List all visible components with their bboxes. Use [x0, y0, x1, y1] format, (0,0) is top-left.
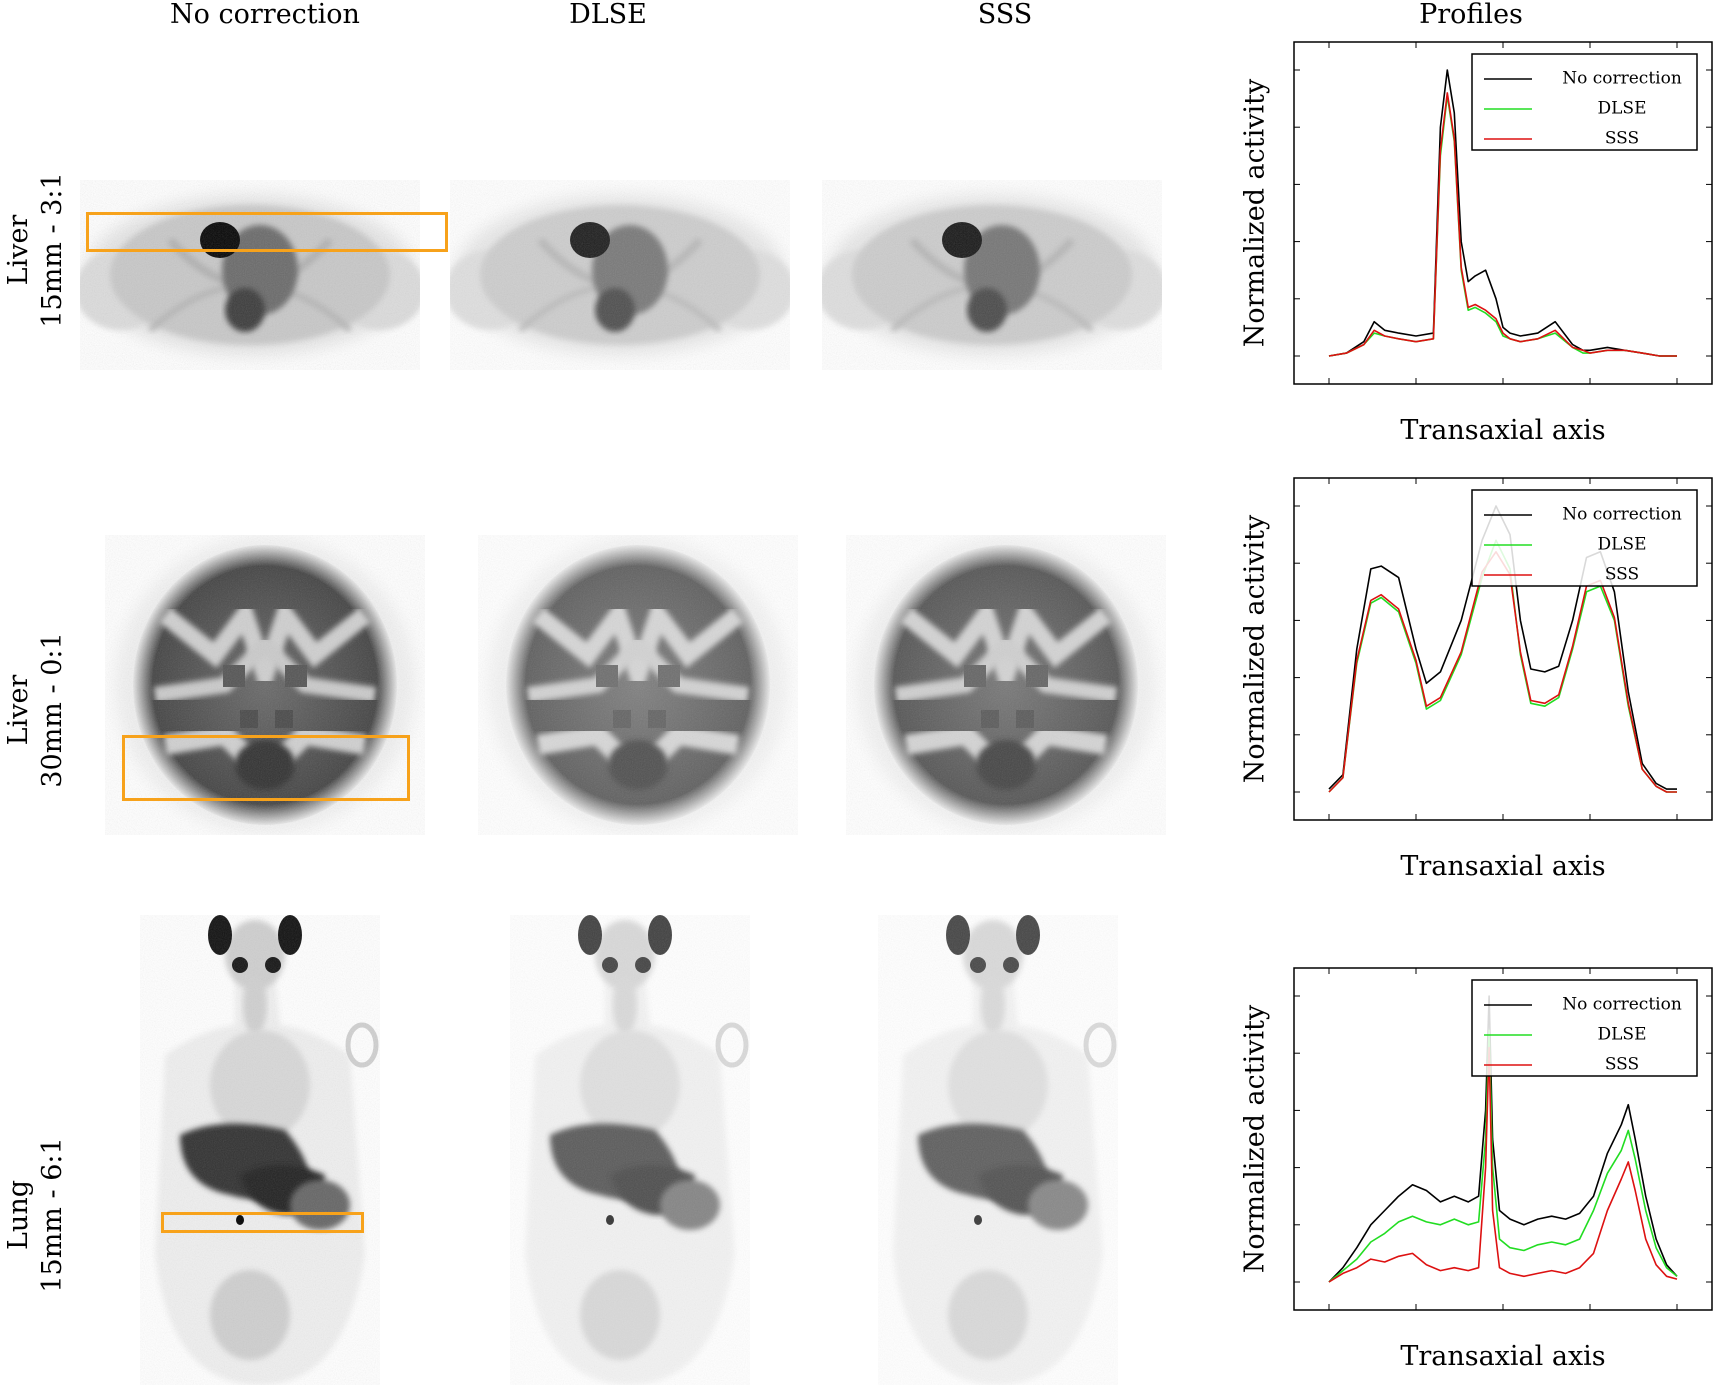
x-axis-label: Transaxial axis — [1400, 1341, 1605, 1372]
row-label-1: Liver 15mm - 3:1 — [2, 100, 82, 400]
legend: No correction DLSE SSS — [1471, 979, 1698, 1077]
x-axis-label: Transaxial axis — [1400, 851, 1605, 882]
image-row1-sss — [822, 180, 1162, 370]
row-label-2-line2: 30mm - 0:1 — [37, 632, 68, 788]
roi-box-row2 — [122, 735, 410, 801]
profile-plot-3: No correction DLSE SSS Normalized activity T… — [1226, 962, 1716, 1382]
x-axis-label: Transaxial axis — [1400, 415, 1605, 446]
profile-chart-1: No correction DLSE SSS Normalized activity T… — [1240, 41, 1713, 446]
series-line-sss — [1328, 92, 1677, 357]
legend-label: No correction — [1562, 69, 1682, 89]
series-line-no-correction — [1328, 995, 1678, 1283]
legend-label: DLSE — [1598, 1025, 1647, 1045]
legend-label: No correction — [1562, 505, 1682, 525]
legend-label: SSS — [1605, 1055, 1639, 1075]
image-row3-no-correction — [140, 915, 380, 1385]
image-row1-dlse — [450, 180, 790, 370]
legend-label: DLSE — [1598, 535, 1647, 555]
roi-box-row1 — [86, 212, 448, 252]
legend-label: SSS — [1605, 565, 1639, 585]
legend-box — [1471, 979, 1698, 1077]
row-label-1-line2: 15mm - 3:1 — [37, 172, 68, 328]
row-label-3-line1: Lung — [3, 1180, 34, 1250]
image-row3-dlse — [510, 915, 750, 1385]
legend: No correction DLSE SSS — [1471, 489, 1698, 587]
y-axis-label: Normalized activity — [1240, 1004, 1271, 1273]
column-header-dlse: DLSE — [569, 0, 647, 30]
row-label-1-line1: Liver — [3, 214, 34, 286]
legend-label: No correction — [1562, 995, 1682, 1015]
column-header-sss: SSS — [977, 0, 1033, 30]
image-row3-sss — [878, 915, 1118, 1385]
row-label-2-line1: Liver — [3, 674, 34, 746]
profile-chart-3: No correction DLSE SSS Normalized activity T… — [1240, 967, 1713, 1372]
series-line-sss — [1328, 1046, 1678, 1283]
row-label-2: Liver 30mm - 0:1 — [2, 560, 82, 860]
legend: No correction DLSE SSS — [1471, 53, 1698, 151]
legend-box — [1471, 53, 1698, 151]
profile-chart-2: No correction DLSE SSS Normalized activity T… — [1240, 477, 1713, 882]
column-header-no-correction: No correction — [170, 0, 360, 30]
image-row2-sss — [846, 535, 1166, 835]
row-label-3-line2: 15mm - 6:1 — [37, 1137, 68, 1293]
legend-box — [1471, 489, 1698, 587]
series-line-sss — [1328, 551, 1677, 793]
row-label-3: Lung 15mm - 6:1 — [2, 1065, 82, 1365]
series-line-dlse — [1328, 1029, 1678, 1283]
profile-plot-2: No correction DLSE SSS Normalized activity T… — [1226, 472, 1716, 892]
image-row2-dlse — [478, 535, 798, 835]
legend-label: SSS — [1605, 129, 1639, 149]
series-line-no-correction — [1328, 69, 1677, 357]
roi-box-row3 — [161, 1212, 364, 1233]
legend-label: DLSE — [1598, 99, 1647, 119]
y-axis-label: Normalized activity — [1240, 78, 1271, 347]
y-axis-label: Normalized activity — [1240, 514, 1271, 783]
image-row1-no-correction — [80, 180, 420, 370]
profile-plot-1: No correction DLSE SSS Normalized activity T… — [1226, 36, 1716, 456]
column-header-profiles: Profiles — [1419, 0, 1523, 30]
